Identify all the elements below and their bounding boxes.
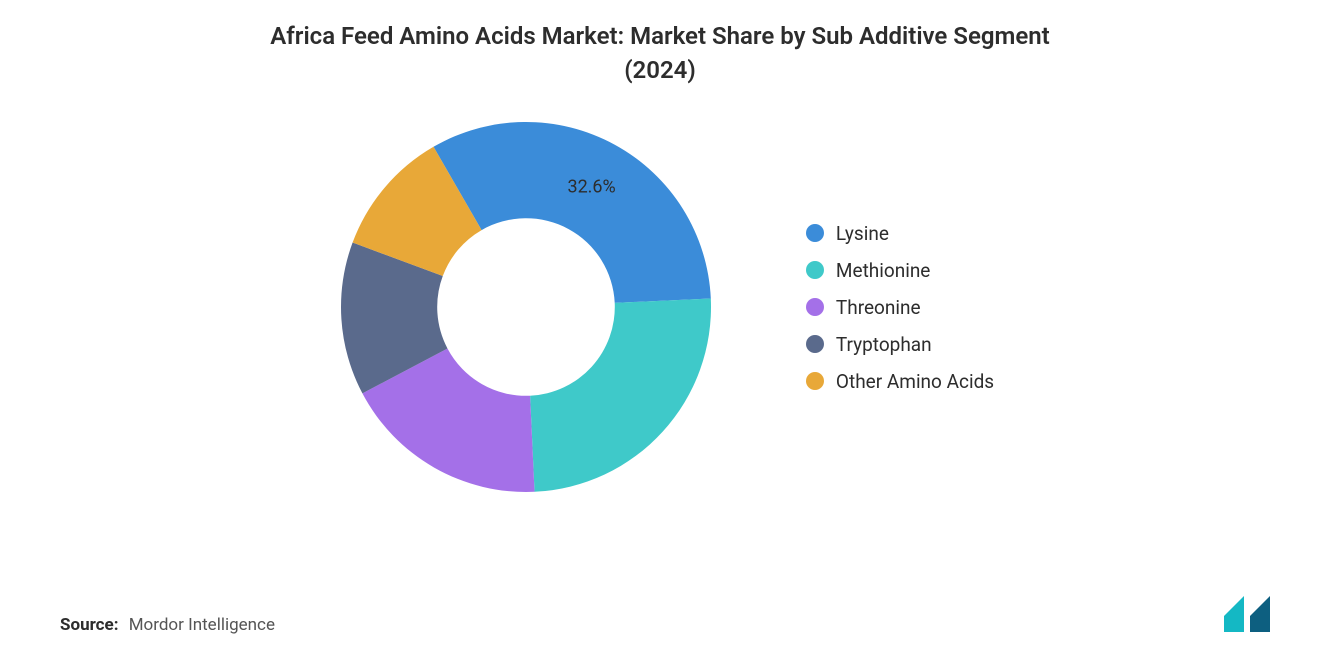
legend-item-methionine: Methionine xyxy=(806,259,994,282)
logo-icon xyxy=(1220,592,1280,636)
source-key: Source: xyxy=(60,615,118,635)
legend-label: Threonine xyxy=(836,296,921,319)
legend-label: Lysine xyxy=(836,222,889,245)
source-attribution: Source: Mordor Intelligence xyxy=(60,615,275,635)
donut-slice-lysine xyxy=(433,122,710,303)
legend-dot-icon xyxy=(806,261,824,279)
donut-svg xyxy=(326,107,726,507)
legend-item-threonine: Threonine xyxy=(806,296,994,319)
legend-dot-icon xyxy=(806,298,824,316)
brand-logo xyxy=(1220,592,1280,640)
chart-title-line2: (2024) xyxy=(624,56,696,84)
chart-legend: Lysine Methionine Threonine Tryptophan Other… xyxy=(806,222,994,393)
legend-dot-icon xyxy=(806,224,824,242)
source-value: Mordor Intelligence xyxy=(129,615,275,635)
donut-chart: 32.6% xyxy=(326,107,726,507)
legend-item-lysine: Lysine xyxy=(806,222,994,245)
legend-label: Tryptophan xyxy=(836,333,932,356)
legend-item-other-amino-acids: Other Amino Acids xyxy=(806,370,994,393)
chart-body: 32.6% Lysine Methionine Threonine Tryptopha… xyxy=(60,107,1260,507)
legend-item-tryptophan: Tryptophan xyxy=(806,333,994,356)
legend-dot-icon xyxy=(806,372,824,390)
slice-label-lysine: 32.6% xyxy=(567,177,615,198)
chart-title: Africa Feed Amino Acids Market: Market S… xyxy=(60,20,1260,87)
chart-container: Africa Feed Amino Acids Market: Market S… xyxy=(0,0,1320,665)
legend-label: Other Amino Acids xyxy=(836,370,994,393)
legend-dot-icon xyxy=(806,335,824,353)
legend-label: Methionine xyxy=(836,259,930,282)
chart-title-line1: Africa Feed Amino Acids Market: Market S… xyxy=(270,22,1050,50)
donut-slice-methionine xyxy=(530,299,711,492)
